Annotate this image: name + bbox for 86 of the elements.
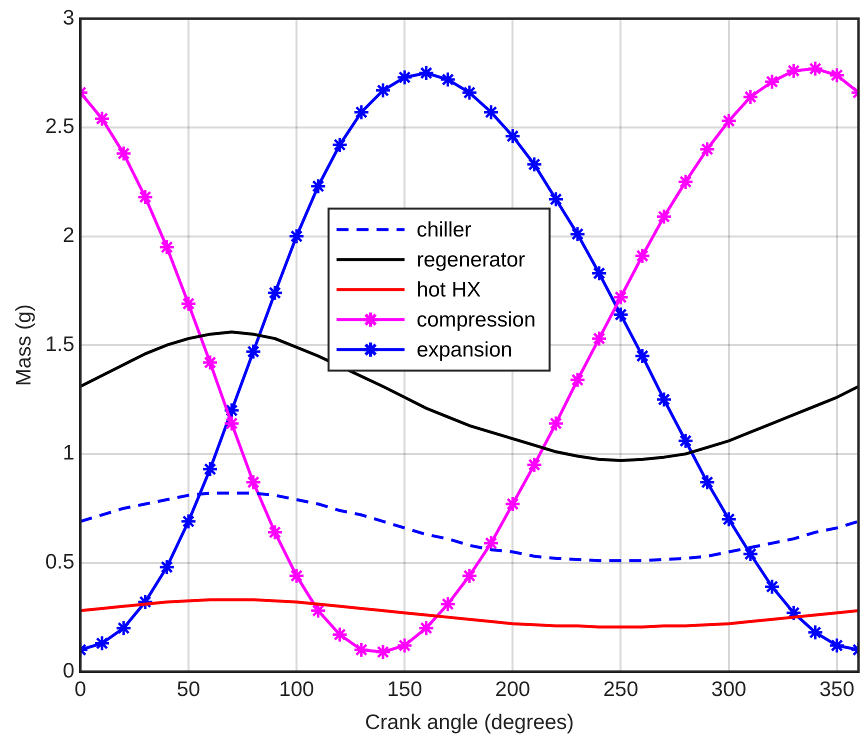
x-tick-label: 150	[387, 678, 422, 701]
point	[266, 284, 284, 302]
point	[526, 156, 543, 173]
y-tick-label: 1	[62, 442, 74, 465]
legend-label: regenerator	[416, 248, 526, 272]
point	[742, 88, 759, 106]
point	[612, 306, 629, 323]
point	[353, 642, 370, 658]
point	[94, 110, 110, 127]
point	[677, 174, 694, 190]
point	[94, 635, 110, 652]
point	[223, 415, 240, 432]
x-tick-label: 300	[711, 678, 746, 701]
point	[569, 372, 586, 388]
point	[828, 66, 846, 84]
y-tick-label: 2	[62, 224, 74, 248]
point	[245, 343, 262, 360]
x-axis-title: Crank angle (degrees)	[364, 711, 574, 734]
point	[418, 64, 434, 82]
point	[698, 140, 716, 158]
point	[785, 62, 802, 80]
x-tick-label: 250	[603, 678, 638, 701]
point	[634, 348, 651, 364]
point	[288, 228, 305, 245]
point	[353, 104, 370, 120]
y-tick-label: 3	[62, 6, 74, 30]
legend-label: chiller	[416, 218, 472, 242]
point	[202, 460, 218, 478]
x-tick-label: 350	[819, 678, 854, 701]
point	[115, 145, 132, 162]
point	[612, 288, 629, 306]
point	[158, 238, 176, 256]
point	[461, 568, 478, 584]
point	[548, 415, 564, 432]
point	[245, 474, 262, 490]
point	[396, 69, 413, 86]
point	[656, 208, 672, 225]
point	[764, 578, 780, 595]
x-tick-label: 50	[176, 678, 200, 701]
point	[180, 513, 197, 530]
point	[310, 178, 326, 194]
point	[569, 226, 586, 242]
point	[115, 620, 132, 636]
point	[266, 524, 284, 541]
point	[461, 84, 478, 101]
point	[374, 644, 392, 660]
x-tick-label: 200	[495, 678, 530, 701]
point	[548, 191, 564, 208]
point	[202, 354, 218, 371]
point	[590, 265, 608, 282]
point	[807, 60, 824, 77]
legend-label: expansion	[416, 338, 512, 362]
point	[418, 620, 434, 636]
point	[677, 432, 694, 450]
point	[440, 71, 456, 88]
point	[482, 534, 500, 552]
point	[396, 637, 413, 654]
point	[504, 128, 521, 144]
point	[634, 248, 651, 264]
legend-label: hot HX	[416, 278, 481, 302]
y-axis-title: Mass (g)	[12, 304, 36, 386]
point	[332, 626, 348, 643]
point	[526, 456, 543, 474]
x-tick-label: 100	[279, 678, 314, 701]
point	[482, 104, 500, 120]
point	[720, 510, 738, 528]
point	[764, 73, 780, 90]
point	[720, 112, 738, 130]
point	[828, 637, 846, 654]
point	[698, 474, 716, 490]
point	[332, 136, 348, 154]
y-tick-label: 1.5	[45, 332, 74, 356]
point	[590, 330, 608, 347]
point	[158, 558, 176, 576]
y-tick-label: 0	[62, 659, 74, 682]
point	[807, 624, 824, 641]
y-tick-label: 2.5	[45, 115, 74, 138]
point	[374, 82, 392, 99]
legend-label: compression	[416, 308, 536, 332]
point	[136, 188, 154, 206]
point	[180, 295, 197, 312]
y-tick-label: 0.5	[45, 550, 74, 574]
point	[288, 568, 305, 584]
point	[504, 496, 521, 512]
point	[440, 596, 456, 612]
point	[656, 391, 672, 408]
